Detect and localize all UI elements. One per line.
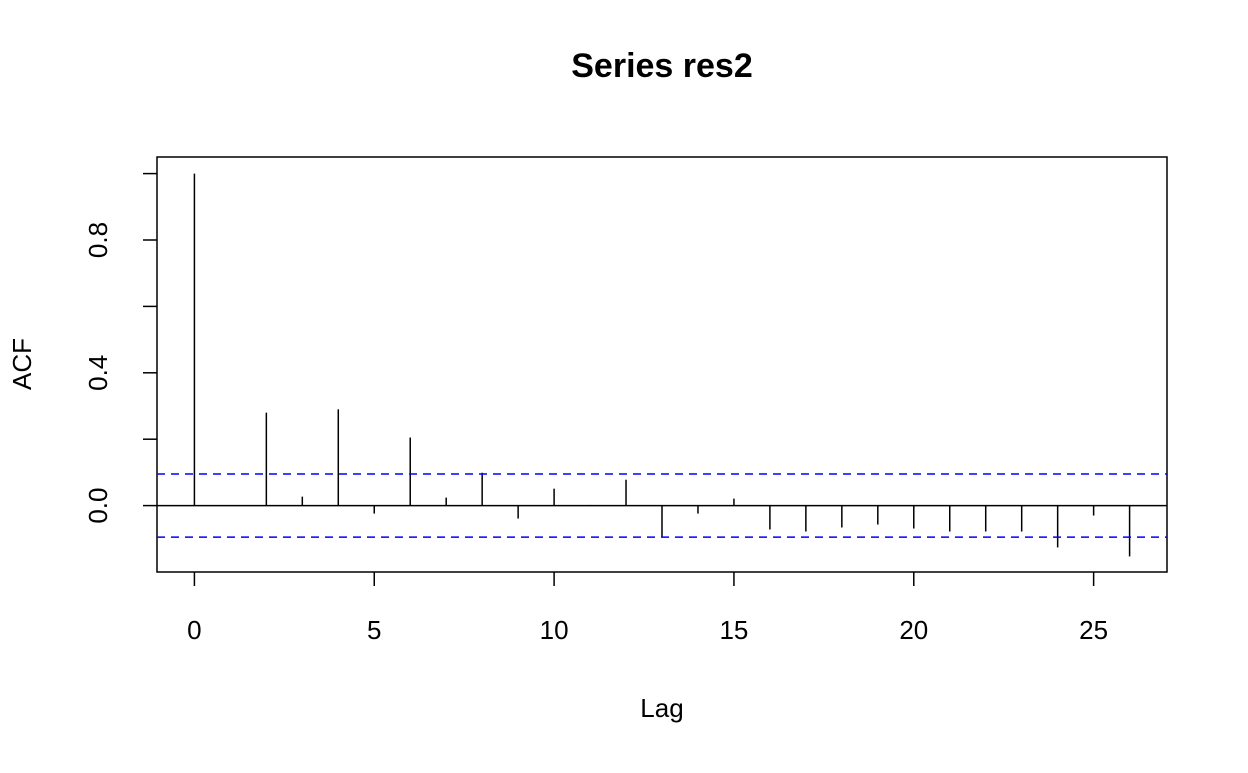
x-tick-label: 15 [719, 615, 748, 645]
y-axis-label: ACF [7, 338, 37, 390]
x-tick-label: 25 [1079, 615, 1108, 645]
x-tick-label: 20 [899, 615, 928, 645]
x-tick-label: 5 [367, 615, 381, 645]
x-tick-label: 10 [540, 615, 569, 645]
y-tick-label: 0.8 [83, 222, 113, 258]
x-axis-label: Lag [640, 693, 683, 723]
x-tick-label: 0 [187, 615, 201, 645]
y-tick-label: 0.0 [83, 488, 113, 524]
y-tick-label: 0.4 [83, 355, 113, 391]
plot-frame [156, 156, 1168, 573]
chart-title: Series res2 [571, 47, 753, 85]
